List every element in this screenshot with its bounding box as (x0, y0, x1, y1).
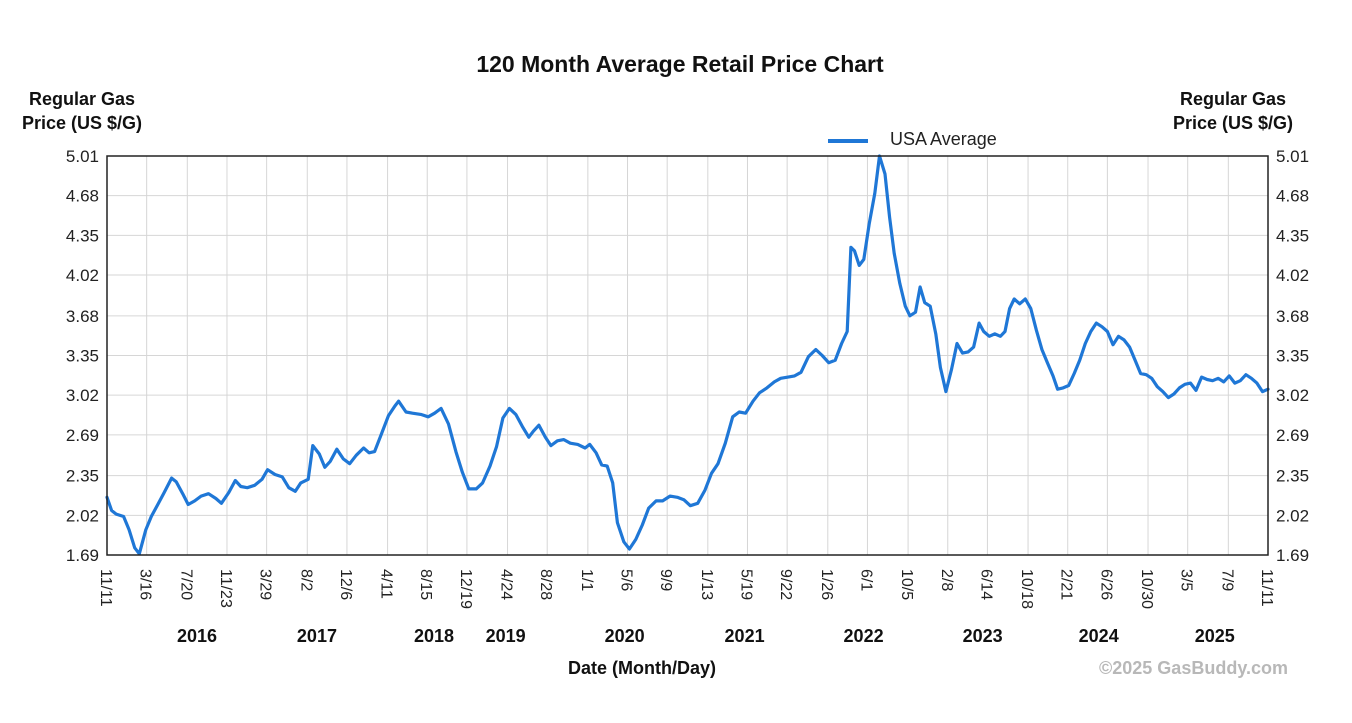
x-tick-label: 6/26 (1097, 569, 1114, 600)
x-tick-label: 8/28 (537, 569, 554, 600)
x-tick-label: 8/15 (417, 569, 434, 600)
x-tick-label: 11/11 (97, 569, 114, 607)
y-tick-labels: 5.01 5.01 4.68 4.68 4.35 4.35 4.02 4.02 3.68 3.68… (66, 147, 1309, 565)
x-tick-label: 12/6 (337, 569, 354, 600)
left-axis-label-line2: Price (US $/G) (22, 113, 142, 133)
year-label: 2023 (963, 626, 1003, 646)
left-axis-label-line1: Regular Gas (29, 89, 135, 109)
x-tick-label: 4/24 (498, 569, 515, 600)
x-tick-label: 9/22 (777, 569, 794, 600)
right-axis-label-line2: Price (US $/G) (1173, 113, 1293, 133)
y-tick-left: 5.01 (66, 147, 99, 166)
year-label: 2016 (177, 626, 217, 646)
x-tick-label: 6/1 (857, 569, 874, 591)
y-tick-right: 4.68 (1276, 187, 1309, 206)
x-tick-label: 5/19 (737, 569, 754, 600)
x-tick-label: 11/23 (217, 569, 234, 608)
plot-area-border (106, 155, 1269, 556)
x-tick-label: 3/16 (137, 569, 154, 600)
usa-average-line (105, 154, 1270, 556)
y-tick-right: 3.35 (1276, 347, 1309, 366)
y-tick-left: 2.02 (66, 506, 99, 525)
x-axis-title: Date (Month/Day) (568, 658, 716, 678)
year-label: 2024 (1079, 626, 1119, 646)
y-tick-left: 3.35 (66, 347, 99, 366)
x-tick-label: 1/26 (818, 569, 835, 600)
y-tick-left: 2.35 (66, 467, 99, 486)
legend-label: USA Average (890, 129, 997, 149)
x-tick-label: 10/30 (1138, 569, 1155, 609)
x-tick-label: 5/6 (618, 569, 635, 591)
y-tick-right: 1.69 (1276, 546, 1309, 565)
y-tick-left: 4.35 (66, 226, 99, 245)
year-label: 2021 (725, 626, 765, 646)
gridlines (106, 155, 1269, 556)
year-label: 2020 (605, 626, 645, 646)
chart-title: 120 Month Average Retail Price Chart (476, 51, 884, 77)
y-tick-right: 2.02 (1276, 506, 1309, 525)
x-tick-label: 4/11 (378, 569, 395, 599)
x-tick-label: 1/13 (698, 569, 715, 600)
y-tick-left: 3.02 (66, 386, 99, 405)
year-label: 2025 (1195, 626, 1235, 646)
y-tick-left: 4.68 (66, 187, 99, 206)
year-label: 2017 (297, 626, 337, 646)
year-labels: 2016 2017 2018 2019 2020 2021 2022 2023 2024 2025 (177, 626, 1235, 646)
x-tick-label: 7/9 (1218, 569, 1235, 591)
x-tick-label: 1/1 (578, 569, 595, 591)
y-tick-right: 4.35 (1276, 226, 1309, 245)
y-tick-left: 3.68 (66, 307, 99, 326)
x-tick-label: 2/21 (1058, 569, 1075, 600)
x-tick-label: 8/2 (297, 569, 314, 591)
y-tick-right: 2.35 (1276, 467, 1309, 486)
x-tick-label: 10/18 (1018, 569, 1035, 609)
y-tick-right: 2.69 (1276, 426, 1309, 445)
x-tick-label: 7/20 (177, 569, 194, 600)
x-tick-label: 3/5 (1178, 569, 1195, 591)
y-tick-right: 4.02 (1276, 266, 1309, 285)
x-tick-label: 2/8 (938, 569, 955, 591)
year-label: 2018 (414, 626, 454, 646)
x-tick-label: 9/9 (657, 569, 674, 591)
x-tick-label: 6/14 (977, 569, 994, 600)
copyright-text: ©2025 GasBuddy.com (1099, 658, 1288, 678)
year-label: 2022 (844, 626, 884, 646)
y-tick-right: 3.02 (1276, 386, 1309, 405)
y-tick-left: 2.69 (66, 426, 99, 445)
y-tick-left: 1.69 (66, 546, 99, 565)
y-tick-right: 5.01 (1276, 147, 1309, 166)
x-tick-label: 10/5 (898, 569, 915, 600)
y-tick-left: 4.02 (66, 266, 99, 285)
y-tick-right: 3.68 (1276, 307, 1309, 326)
x-tick-label: 12/19 (457, 569, 474, 609)
x-tick-label: 3/29 (257, 569, 274, 600)
right-axis-label-line1: Regular Gas (1180, 89, 1286, 109)
x-tick-labels: 11/11 3/16 7/20 11/23 3/29 8/2 12/6 4/11 8/15 12/… (97, 569, 1275, 609)
year-label: 2019 (486, 626, 526, 646)
x-tick-label: 11/11 (1258, 569, 1275, 607)
